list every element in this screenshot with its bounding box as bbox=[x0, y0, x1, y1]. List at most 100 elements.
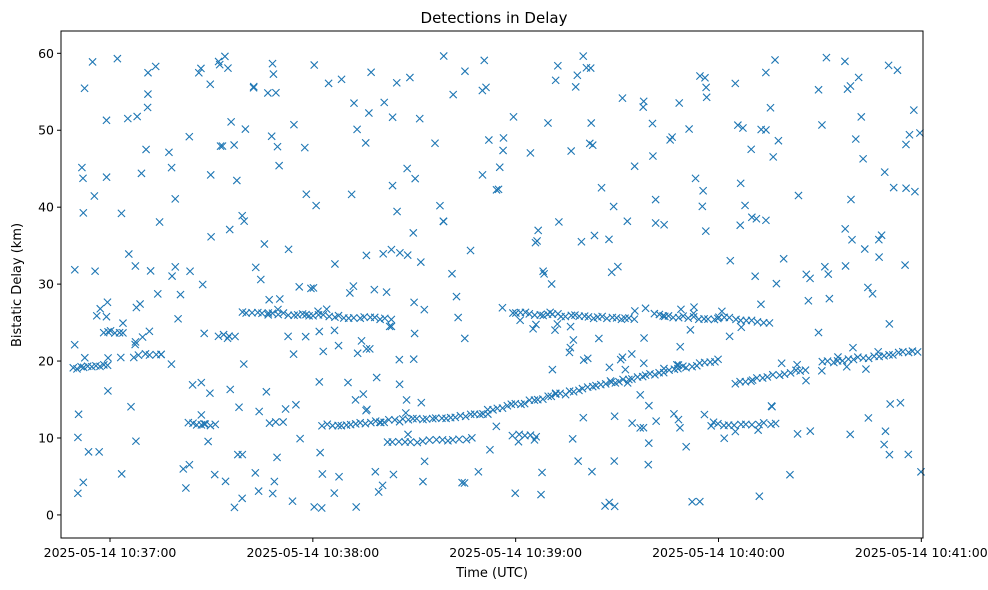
detection-point bbox=[644, 439, 653, 448]
detection-point bbox=[902, 184, 911, 193]
detection-point bbox=[594, 334, 603, 343]
detection-point bbox=[142, 145, 151, 154]
detection-point bbox=[814, 328, 823, 337]
detection-point bbox=[378, 481, 387, 490]
detection-point bbox=[458, 478, 467, 487]
detection-point bbox=[880, 351, 889, 360]
detection-point bbox=[761, 216, 770, 225]
detection-point bbox=[448, 269, 456, 278]
detection-point bbox=[547, 279, 556, 288]
detection-point bbox=[218, 142, 227, 151]
detection-point bbox=[362, 251, 371, 260]
detection-point bbox=[825, 294, 834, 303]
detection-point bbox=[251, 263, 260, 272]
detection-point bbox=[738, 124, 747, 132]
detection-point bbox=[145, 350, 154, 359]
detection-point bbox=[763, 372, 772, 381]
detection-point bbox=[223, 64, 232, 73]
detection-point bbox=[73, 489, 82, 498]
detection-point bbox=[707, 421, 716, 430]
detection-point bbox=[106, 326, 115, 335]
detection-point bbox=[91, 267, 100, 276]
detection-point bbox=[726, 256, 735, 265]
detection-point bbox=[861, 365, 870, 374]
detection-point bbox=[454, 313, 463, 322]
detection-point bbox=[127, 402, 135, 411]
detection-point bbox=[238, 494, 247, 503]
y-tick-label: 10 bbox=[38, 430, 54, 445]
detection-point bbox=[573, 71, 582, 80]
detection-point bbox=[387, 315, 396, 324]
detection-point bbox=[295, 282, 304, 291]
detection-point bbox=[214, 332, 223, 341]
detection-point bbox=[669, 409, 678, 418]
detection-point bbox=[610, 502, 619, 511]
detection-point bbox=[624, 375, 633, 384]
detection-point bbox=[668, 133, 677, 142]
detection-point bbox=[279, 418, 288, 427]
detection-point bbox=[371, 467, 380, 476]
detection-point bbox=[498, 404, 507, 413]
detection-point bbox=[714, 355, 723, 364]
detection-point bbox=[337, 75, 346, 84]
detection-point bbox=[324, 79, 333, 88]
detection-point bbox=[748, 376, 757, 385]
detection-point bbox=[371, 417, 380, 426]
detection-point bbox=[756, 300, 765, 309]
detection-point bbox=[388, 181, 397, 190]
detection-point bbox=[779, 254, 788, 263]
detection-point bbox=[196, 64, 205, 73]
detection-point bbox=[544, 392, 553, 401]
detection-point bbox=[913, 347, 922, 356]
detection-point bbox=[188, 380, 197, 389]
x-tick-label: 2025-05-14 10:41:00 bbox=[855, 545, 988, 560]
detection-point bbox=[736, 179, 745, 188]
detection-point bbox=[403, 164, 412, 173]
detection-point bbox=[717, 307, 726, 316]
detection-point bbox=[315, 327, 324, 336]
detection-point bbox=[766, 103, 775, 112]
detection-point bbox=[103, 361, 112, 370]
detection-point bbox=[364, 109, 373, 118]
detection-point bbox=[695, 497, 704, 506]
detection-point bbox=[249, 83, 258, 92]
detection-point bbox=[607, 268, 616, 277]
detection-point bbox=[621, 365, 630, 374]
detection-point bbox=[268, 59, 277, 68]
detection-point bbox=[288, 497, 297, 506]
detection-point bbox=[793, 429, 802, 438]
detection-point bbox=[747, 316, 756, 325]
detection-point bbox=[206, 421, 215, 430]
detection-point bbox=[70, 340, 79, 349]
detection-point bbox=[428, 414, 437, 423]
detection-point bbox=[296, 434, 305, 443]
detection-point bbox=[460, 478, 469, 487]
detection-point bbox=[775, 371, 784, 380]
detection-point bbox=[352, 502, 361, 511]
detection-point bbox=[376, 315, 385, 324]
detection-point bbox=[802, 376, 810, 385]
detection-point bbox=[77, 163, 86, 172]
detection-point bbox=[889, 183, 898, 192]
detection-point bbox=[771, 55, 780, 64]
detection-point bbox=[200, 329, 209, 338]
y-tick-label: 0 bbox=[46, 507, 54, 522]
detection-point bbox=[351, 395, 360, 404]
y-tick-label: 50 bbox=[38, 123, 54, 138]
detection-point bbox=[167, 163, 176, 172]
x-axis-ticks: 2025-05-14 10:37:00 2025-05-14 10:38:00 20… bbox=[44, 538, 988, 560]
detection-point bbox=[759, 418, 768, 427]
detection-point bbox=[601, 379, 610, 388]
detection-point bbox=[249, 82, 258, 91]
detection-point bbox=[737, 323, 746, 332]
detection-point bbox=[590, 231, 599, 240]
detection-point bbox=[702, 83, 711, 92]
detection-point bbox=[823, 357, 832, 366]
detection-point bbox=[449, 90, 458, 99]
detection-point bbox=[211, 420, 220, 429]
detection-point bbox=[551, 326, 559, 335]
detection-point bbox=[124, 250, 133, 259]
detection-point bbox=[198, 280, 207, 289]
detection-point bbox=[88, 57, 97, 66]
detection-point bbox=[365, 344, 374, 353]
